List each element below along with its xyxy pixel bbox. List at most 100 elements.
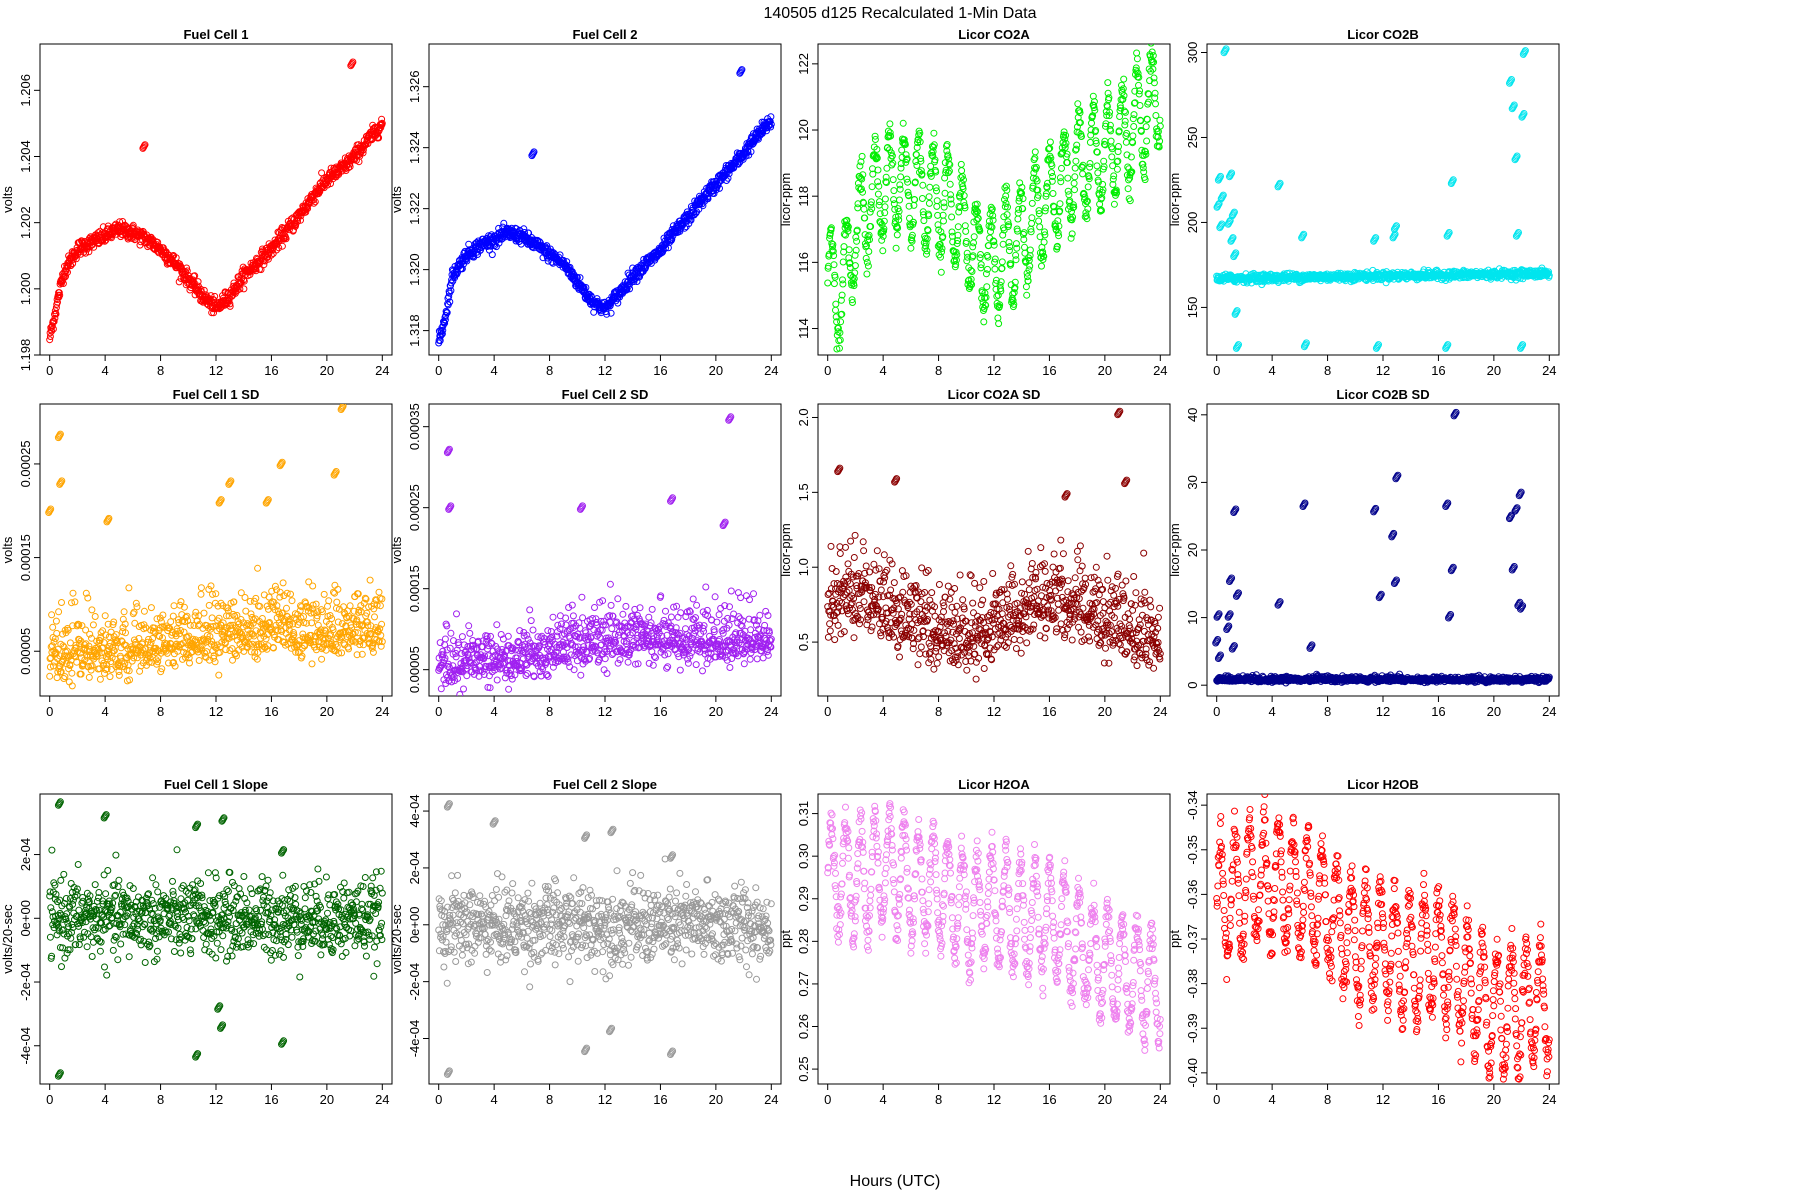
data-point xyxy=(925,199,933,207)
data-point xyxy=(62,272,70,280)
outlier-point xyxy=(1230,209,1238,217)
y-tick-label: 150 xyxy=(1185,297,1200,319)
data-point xyxy=(879,247,887,255)
data-point xyxy=(925,193,933,201)
data-point xyxy=(904,178,912,186)
data-point xyxy=(845,246,853,254)
data-point xyxy=(1074,100,1082,108)
data-point xyxy=(1041,231,1049,239)
data-point xyxy=(961,222,969,230)
x-tick-label: 4 xyxy=(491,363,498,378)
data-point xyxy=(53,674,61,682)
data-point xyxy=(266,619,273,626)
data-point xyxy=(960,192,968,200)
data-point xyxy=(1003,186,1011,194)
data-point xyxy=(452,653,460,661)
data-point xyxy=(297,216,304,224)
data-point xyxy=(1058,164,1065,172)
outlier-point xyxy=(105,514,113,522)
data-point xyxy=(1026,262,1034,270)
data-point xyxy=(1129,132,1137,140)
data-point xyxy=(56,291,64,299)
data-point xyxy=(205,601,213,609)
data-point xyxy=(987,228,994,236)
y-axis-label: volts xyxy=(389,536,404,563)
outlier-point xyxy=(1521,47,1529,55)
data-point xyxy=(993,292,1001,300)
data-point xyxy=(1099,186,1107,194)
data-point xyxy=(145,658,153,666)
data-point xyxy=(1043,184,1051,192)
data-point xyxy=(50,638,58,646)
data-point xyxy=(265,593,273,601)
data-point xyxy=(368,644,376,652)
x-tick-label: 20 xyxy=(1487,363,1501,378)
data-point xyxy=(371,613,378,621)
data-point xyxy=(369,648,377,656)
data-point xyxy=(1003,211,1011,219)
data-point xyxy=(361,594,369,602)
data-point xyxy=(868,183,876,191)
data-point xyxy=(997,278,1005,286)
y-tick-label: 0.00015 xyxy=(18,534,33,581)
data-point xyxy=(275,244,283,252)
data-point xyxy=(69,589,77,597)
data-point xyxy=(152,656,160,664)
data-point xyxy=(90,243,98,251)
data-point xyxy=(201,653,209,660)
data-points xyxy=(435,413,775,696)
data-point xyxy=(378,595,386,603)
data-point xyxy=(944,169,952,177)
outlier-point xyxy=(1214,201,1222,209)
data-point xyxy=(951,252,959,260)
data-point xyxy=(454,675,462,682)
data-point xyxy=(474,637,482,645)
data-point xyxy=(1054,229,1062,237)
data-point xyxy=(1081,213,1089,221)
y-tick-label: 0.00005 xyxy=(407,646,422,693)
data-point xyxy=(119,615,127,623)
data-point xyxy=(1127,153,1135,161)
data-point xyxy=(916,129,924,137)
y-tick-label: 114 xyxy=(796,318,811,339)
data-point xyxy=(230,598,238,606)
data-point xyxy=(92,653,100,661)
data-point xyxy=(308,619,316,627)
y-tick-label: 0.00035 xyxy=(407,403,422,450)
x-tick-label: 4 xyxy=(102,363,109,378)
data-point xyxy=(926,183,934,191)
data-point xyxy=(443,309,451,317)
data-point xyxy=(928,143,936,150)
data-point xyxy=(1124,185,1132,193)
data-point xyxy=(247,648,255,656)
y-tick-label: 118 xyxy=(796,186,811,207)
data-point xyxy=(464,651,472,659)
data-point xyxy=(1028,199,1036,207)
data-point xyxy=(923,250,930,258)
data-point xyxy=(877,219,885,227)
data-point xyxy=(1004,218,1012,226)
data-point xyxy=(87,666,95,674)
outlier-point xyxy=(56,431,64,439)
data-point xyxy=(1005,247,1013,255)
y-tick-label: 1.202 xyxy=(18,206,33,239)
data-point xyxy=(309,582,317,590)
data-point xyxy=(1038,262,1045,270)
data-point xyxy=(183,612,191,620)
data-point xyxy=(839,276,846,284)
data-point xyxy=(242,607,250,615)
y-tick-label: 116 xyxy=(796,252,811,273)
data-point xyxy=(1090,98,1098,106)
y-axis-label: volts xyxy=(389,186,404,213)
data-point xyxy=(1020,236,1028,243)
data-point xyxy=(859,188,866,196)
data-point xyxy=(832,306,839,314)
data-point xyxy=(958,167,966,175)
outlier-point xyxy=(226,478,234,486)
data-point xyxy=(1061,135,1069,143)
data-point xyxy=(375,134,383,142)
x-tick-label: 12 xyxy=(209,363,223,378)
data-point xyxy=(695,205,703,213)
data-point xyxy=(1142,123,1150,131)
